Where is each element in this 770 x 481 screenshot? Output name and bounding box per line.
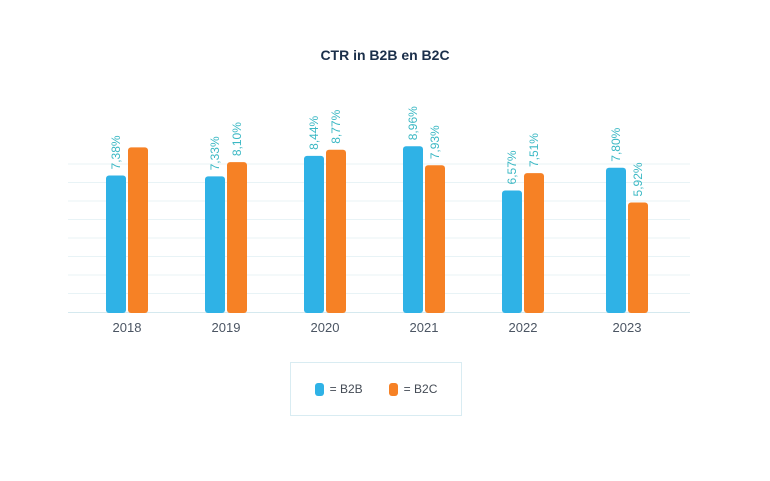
legend-swatch-b2c (388, 382, 398, 396)
value-label-b2b-2021: 8,96% (406, 106, 420, 140)
value-label-b2c-2022: 7,51% (527, 133, 541, 167)
value-label-b2c-2021: 7,93% (428, 125, 442, 159)
value-labels: 7,38% 7,33% 8,10% 8,44% 8,77% 8,96% 7,93% 6,57%… (109, 106, 645, 197)
value-label-b2c-2019: 8,10% (230, 122, 244, 156)
value-label-b2c-2023: 5,92% (631, 162, 645, 196)
x-tick-2020: 2020 (311, 320, 340, 335)
bar-b2b-2022 (502, 190, 522, 313)
gridlines (68, 163, 690, 313)
bar-b2c-2023 (628, 202, 648, 313)
legend-label-b2c: = B2C (403, 382, 438, 396)
bar-b2c-2018 (128, 147, 148, 313)
x-tick-2022: 2022 (509, 320, 538, 335)
bar-b2b-2018 (106, 175, 126, 313)
bar-b2c-2022 (524, 173, 544, 313)
bar-b2c-2020 (326, 149, 346, 313)
legend-label-b2b: = B2B (329, 382, 363, 396)
bar-b2b-2020 (304, 155, 324, 313)
bar-b2b-2023 (606, 167, 626, 313)
legend: = B2B = B2C (290, 362, 462, 416)
bars (106, 146, 648, 313)
value-label-b2b-2019: 7,33% (208, 136, 222, 170)
x-tick-2019: 2019 (212, 320, 241, 335)
value-label-b2b-2020: 8,44% (307, 116, 321, 150)
bar-b2c-2021 (425, 165, 445, 313)
bar-b2c-2019 (227, 162, 247, 313)
legend-swatch-b2b (314, 382, 324, 396)
chart-title: CTR in B2B en B2C (320, 47, 450, 63)
x-tick-2021: 2021 (410, 320, 439, 335)
value-label-b2b-2018: 7,38% (109, 135, 123, 169)
bar-b2b-2019 (205, 176, 225, 313)
value-label-b2c-2020: 8,77% (329, 109, 343, 143)
x-axis-ticks: 2018 2019 2020 2021 2022 2023 (113, 320, 642, 335)
value-label-b2b-2022: 6,57% (505, 150, 519, 184)
value-label-b2b-2023: 7,80% (609, 127, 623, 161)
x-tick-2023: 2023 (613, 320, 642, 335)
bar-b2b-2021 (403, 146, 423, 313)
x-tick-2018: 2018 (113, 320, 142, 335)
legend-item-b2c: = B2C (388, 382, 438, 396)
legend-item-b2b: = B2B (314, 382, 363, 396)
